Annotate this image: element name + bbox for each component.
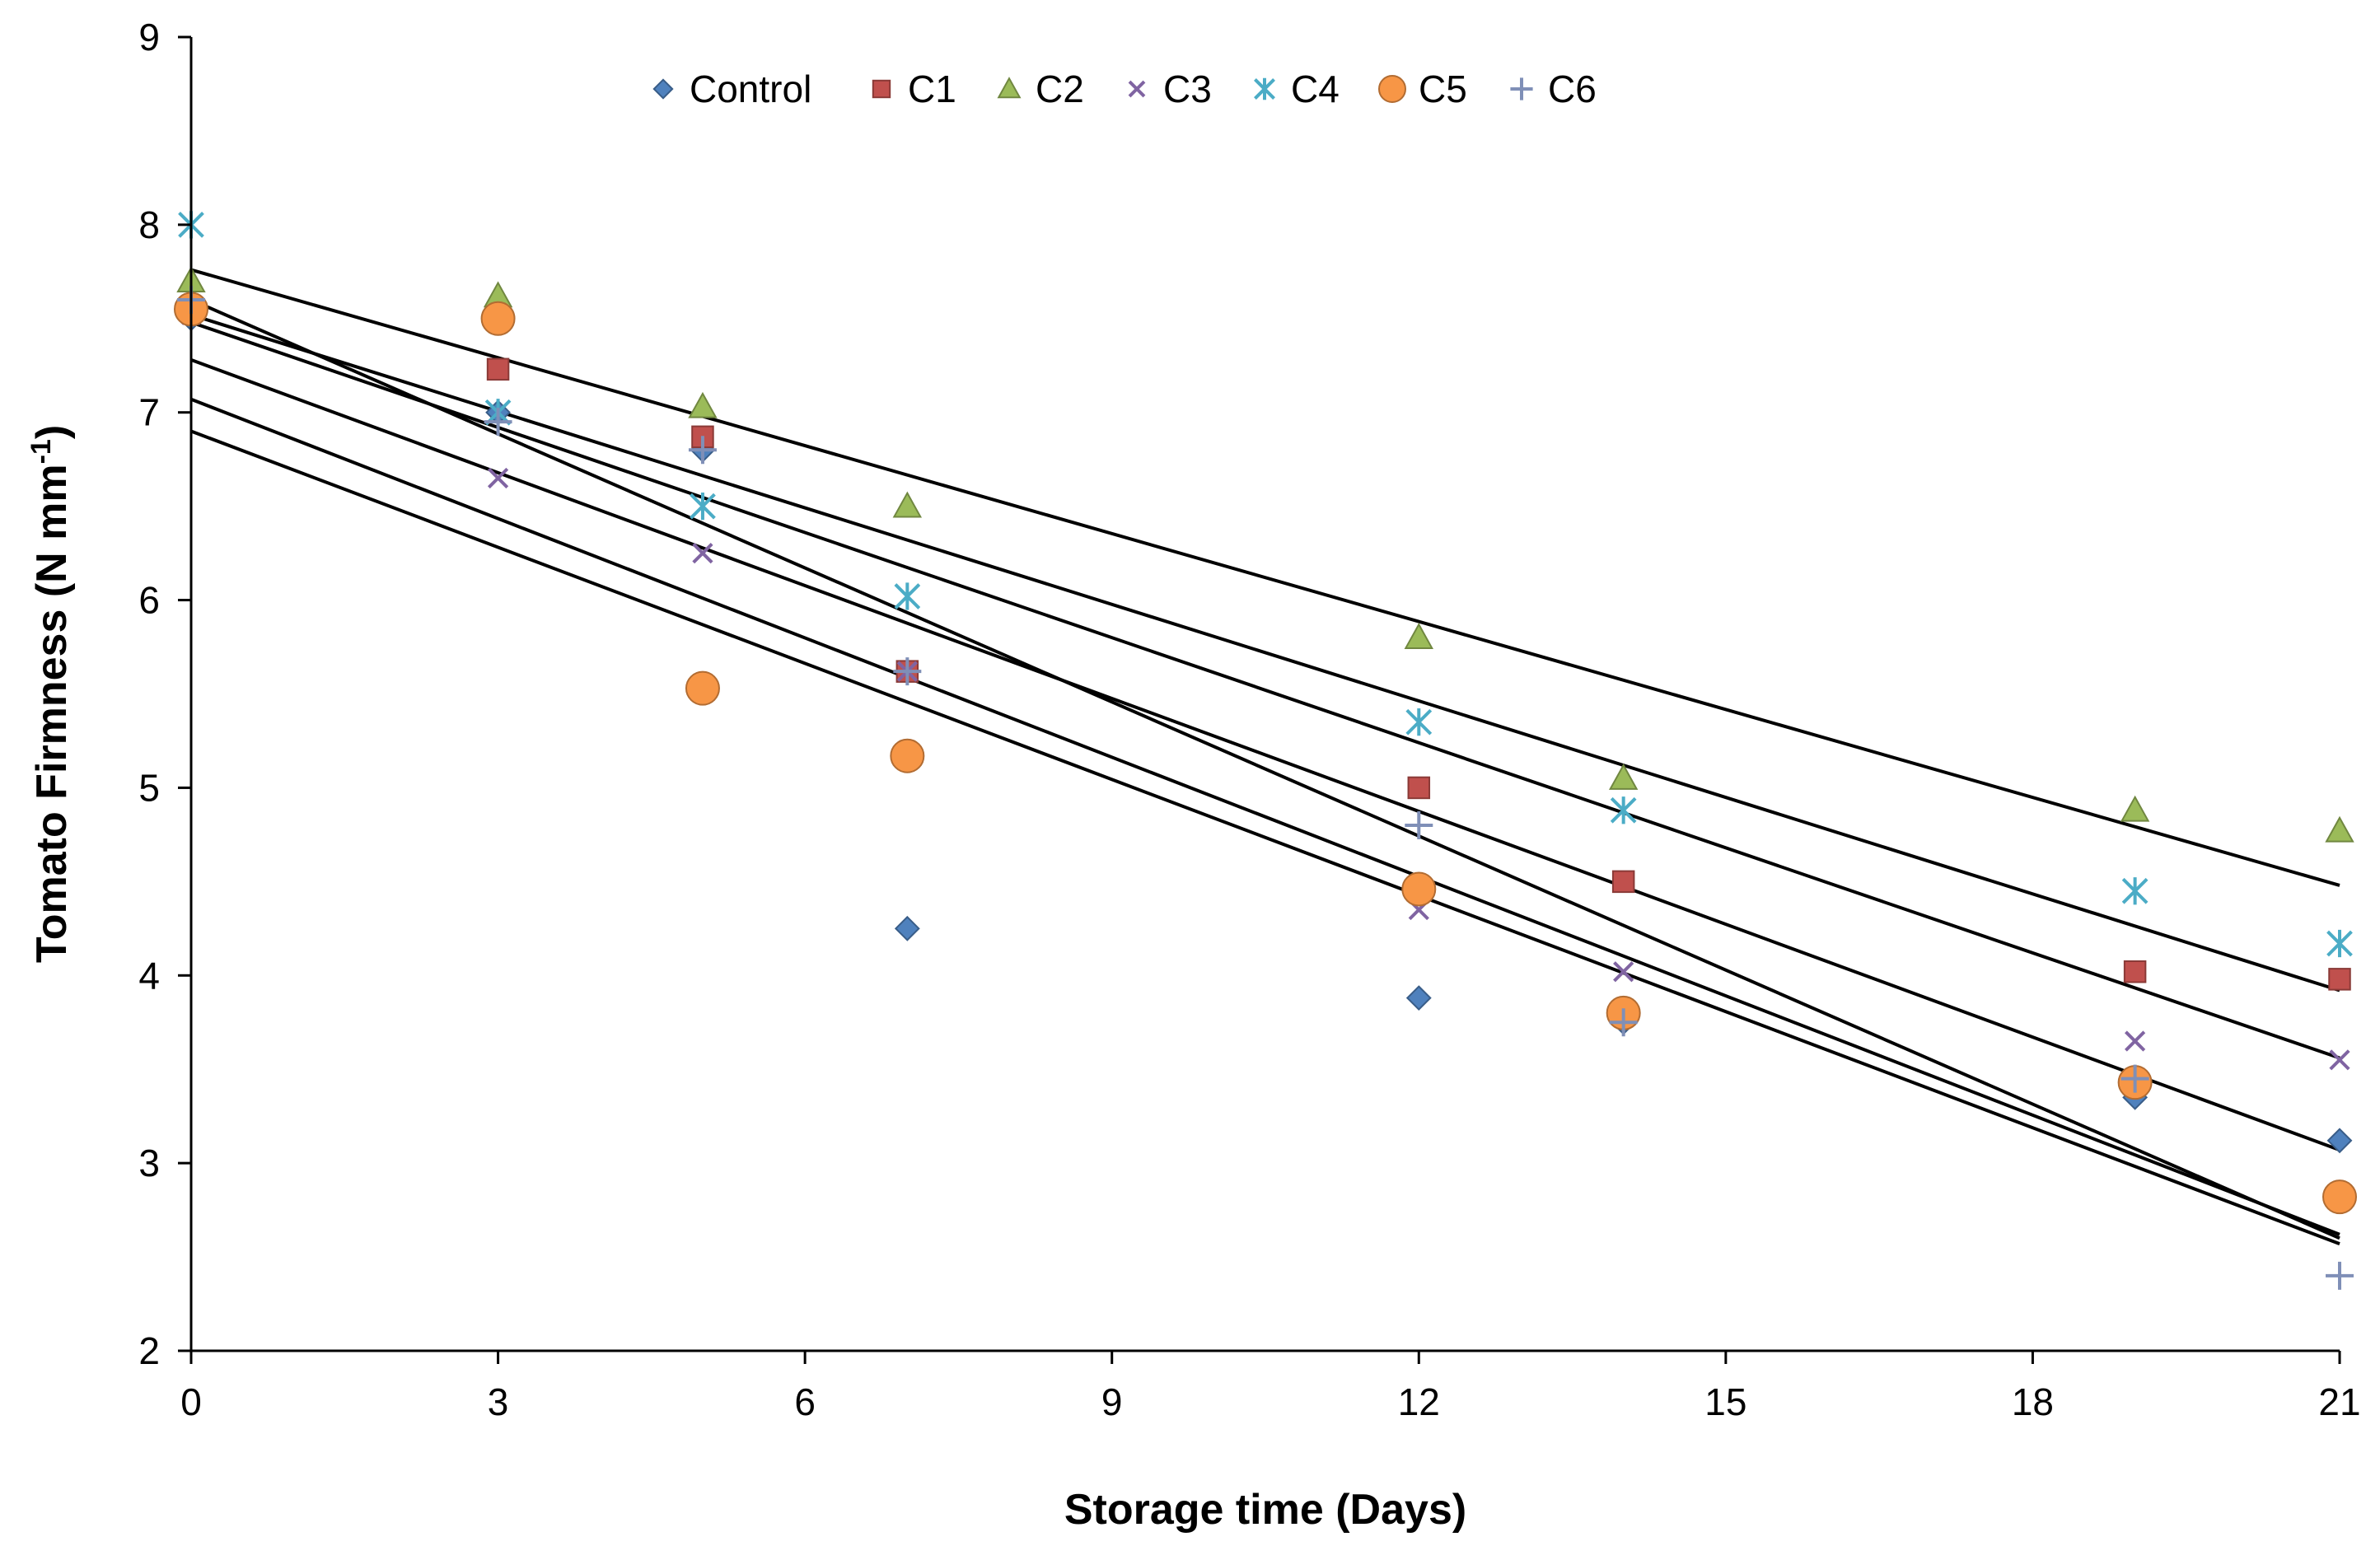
x-tick-label: 15 bbox=[1704, 1380, 1746, 1423]
point-C4-21 bbox=[2326, 929, 2353, 958]
trendline-trend-3 bbox=[190, 320, 2340, 1060]
trendlines bbox=[190, 268, 2340, 1245]
y-tick-label: 4 bbox=[138, 954, 160, 997]
point-C3-5 bbox=[692, 542, 713, 564]
point-Control-7 bbox=[894, 915, 920, 941]
legend-marker-C2 bbox=[997, 77, 1022, 99]
y-tick-label: 7 bbox=[138, 391, 160, 434]
point-C5-5 bbox=[685, 670, 720, 706]
y-axis-title-main: Tomato Firmness (N mm bbox=[28, 464, 76, 963]
point-C1-3 bbox=[486, 357, 510, 381]
x-tick-label: 6 bbox=[794, 1380, 816, 1423]
point-C1-21 bbox=[2328, 968, 2351, 991]
point-C2-7 bbox=[892, 491, 923, 518]
point-C6-19 bbox=[2120, 1064, 2149, 1093]
legend-marker-C4 bbox=[1254, 77, 1275, 100]
point-C4-7 bbox=[894, 582, 921, 610]
point-C5-3 bbox=[480, 301, 516, 336]
x-tick-label: 18 bbox=[2012, 1380, 2054, 1423]
point-C1-19 bbox=[2123, 960, 2147, 983]
axes: 2 3 4 5 6 7 8 9 0 3 6 9 12 15 18 21 bbox=[138, 16, 2360, 1423]
point-C4-14 bbox=[1610, 796, 1637, 824]
point-C6-12 bbox=[1405, 811, 1433, 839]
trendline-trend-6 bbox=[190, 429, 2340, 1245]
y-axis-title-superscript: -1 bbox=[26, 439, 57, 464]
point-C2-21 bbox=[2325, 815, 2354, 843]
trendline-trend-7 bbox=[190, 298, 2340, 1240]
legend-label-Control: Control bbox=[690, 68, 811, 110]
x-tick-label: 3 bbox=[488, 1380, 509, 1423]
trendline-trend-2 bbox=[190, 313, 2340, 993]
legend-label-C5: C5 bbox=[1419, 68, 1467, 110]
legend-marker-C6 bbox=[1510, 77, 1533, 100]
x-tick-label: 12 bbox=[1398, 1380, 1440, 1423]
point-Control-21 bbox=[2326, 1128, 2353, 1154]
point-C2-14 bbox=[1608, 763, 1639, 790]
trendline-trend-4 bbox=[190, 358, 2340, 1152]
point-C3-21 bbox=[2329, 1049, 2350, 1071]
series-C5 bbox=[174, 292, 2357, 1215]
point-C3-3 bbox=[487, 467, 509, 489]
point-Control-12 bbox=[1405, 985, 1432, 1011]
legend-label-C2: C2 bbox=[1036, 68, 1084, 110]
trendline-trend-5 bbox=[190, 397, 2340, 1236]
y-tick-label: 8 bbox=[138, 203, 160, 246]
point-C6-14 bbox=[1609, 1008, 1638, 1037]
legend-marker-Control bbox=[652, 78, 674, 100]
y-tick-label: 3 bbox=[138, 1142, 160, 1184]
trendline-trend-1 bbox=[190, 268, 2340, 887]
legend-marker-C1 bbox=[872, 79, 891, 99]
legend-label-C3: C3 bbox=[1163, 68, 1212, 110]
legend-label-C4: C4 bbox=[1291, 68, 1340, 110]
legend-label-C1: C1 bbox=[908, 68, 956, 110]
legend-marker-C5 bbox=[1378, 75, 1406, 103]
point-C2-5 bbox=[688, 391, 718, 418]
y-tick-label: 6 bbox=[138, 579, 160, 622]
point-C4-12 bbox=[1405, 708, 1433, 736]
point-C5-12 bbox=[1401, 871, 1437, 907]
y-tick-label: 9 bbox=[138, 16, 160, 58]
legend-marker-C3 bbox=[1128, 80, 1146, 98]
point-C2-19 bbox=[2120, 795, 2150, 822]
x-tick-label: 9 bbox=[1101, 1380, 1123, 1423]
series-Control bbox=[178, 306, 2353, 1154]
y-tick-label: 2 bbox=[138, 1329, 160, 1372]
point-C6-21 bbox=[2326, 1261, 2354, 1290]
point-C3-19 bbox=[2125, 1030, 2146, 1052]
point-C4-5 bbox=[690, 493, 716, 521]
point-C5-7 bbox=[890, 738, 925, 773]
point-C4-19 bbox=[2121, 877, 2149, 905]
y-tick-label: 5 bbox=[138, 766, 160, 809]
point-C6-7 bbox=[893, 657, 922, 686]
x-axis-title: Storage time (Days) bbox=[1064, 1486, 1466, 1534]
legend: Control C1 C2 C3 C4 C5 C6 bbox=[652, 68, 1597, 110]
point-C3-14 bbox=[1613, 961, 1634, 983]
point-C1-14 bbox=[1611, 870, 1635, 894]
point-C1-12 bbox=[1407, 776, 1431, 800]
x-tick-label: 0 bbox=[180, 1380, 202, 1423]
x-tick-label: 21 bbox=[2318, 1380, 2360, 1423]
y-axis-title-end: ) bbox=[28, 425, 76, 439]
legend-label-C6: C6 bbox=[1548, 68, 1597, 110]
y-axis-title: Tomato Firmness (N mm-1) bbox=[26, 425, 76, 963]
point-C6-3 bbox=[484, 408, 512, 437]
point-C5-21 bbox=[2322, 1179, 2357, 1215]
point-C6-5 bbox=[688, 436, 717, 465]
point-C2-12 bbox=[1404, 623, 1433, 649]
